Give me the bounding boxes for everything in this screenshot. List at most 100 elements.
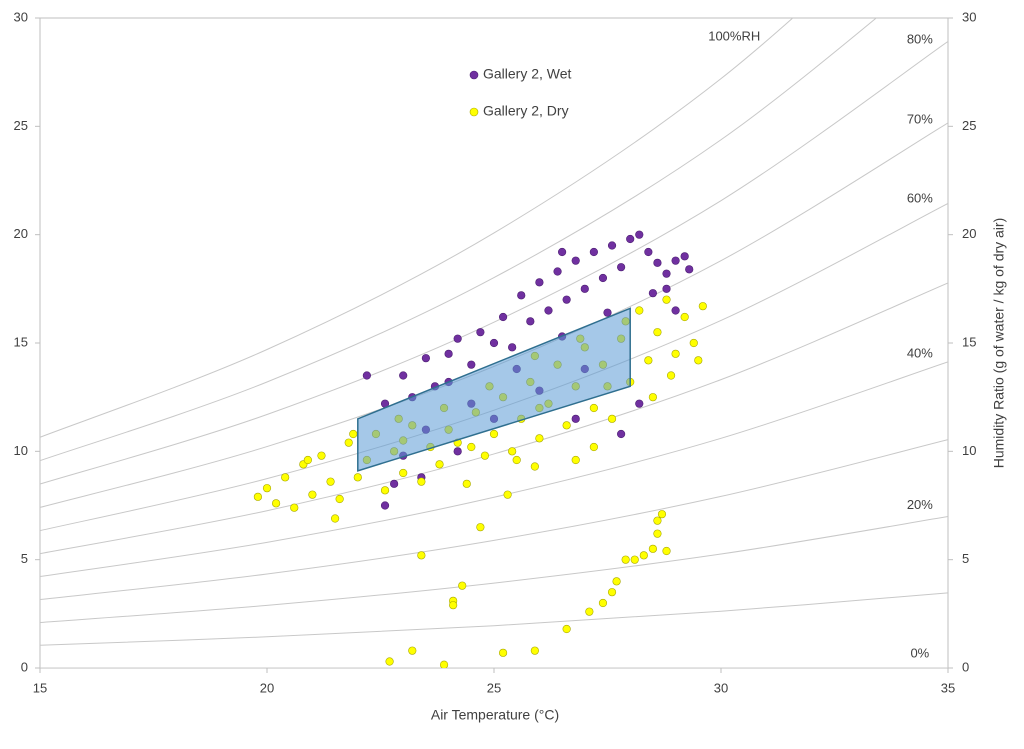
data-point	[680, 312, 689, 322]
rh-label: 20%	[907, 497, 933, 512]
data-point	[462, 479, 471, 488]
data-point	[308, 490, 317, 499]
data-point	[399, 468, 408, 478]
data-point	[648, 393, 658, 402]
data-point	[421, 354, 431, 363]
data-point	[644, 247, 653, 257]
data-point	[530, 646, 539, 655]
data-point	[612, 577, 621, 586]
data-point	[380, 501, 390, 510]
data-point	[362, 371, 371, 380]
rh-curve	[40, 592, 948, 646]
data-point	[666, 371, 676, 380]
data-point	[444, 349, 453, 358]
data-point	[698, 302, 707, 311]
data-point	[489, 429, 499, 439]
comfort-zone	[357, 307, 631, 472]
x-axis-title: Air Temperature (°C)	[431, 707, 559, 723]
rh-label: 60%	[907, 190, 933, 205]
y2-tick-label: 15	[962, 334, 976, 349]
data-point	[526, 317, 535, 326]
data-point	[562, 421, 571, 430]
data-point	[417, 477, 426, 486]
rh-curve	[40, 18, 878, 462]
y-tick-label: 10	[14, 443, 28, 458]
data-point	[508, 447, 517, 456]
data-point	[535, 278, 544, 287]
rh-label: 100%RH	[708, 28, 760, 43]
data-point	[535, 434, 544, 443]
data-point	[617, 263, 626, 272]
data-point	[344, 438, 353, 447]
data-point	[317, 451, 326, 460]
data-point	[262, 484, 272, 493]
data-point	[503, 490, 512, 499]
y2-tick-label: 5	[962, 551, 969, 566]
data-point	[562, 624, 571, 634]
data-point	[449, 601, 458, 610]
rh-curve	[40, 40, 948, 485]
data-point	[607, 588, 617, 597]
data-point	[380, 486, 390, 495]
data-point	[653, 258, 662, 267]
data-point	[508, 343, 517, 352]
data-point	[435, 460, 444, 469]
data-point	[671, 306, 680, 315]
data-point	[607, 414, 617, 423]
data-point	[458, 581, 467, 590]
data-point	[399, 371, 408, 380]
x-tick-label: 25	[487, 680, 501, 695]
data-point	[653, 328, 662, 337]
data-point	[626, 234, 635, 244]
data-point	[585, 607, 594, 616]
data-point	[644, 356, 653, 365]
data-point	[648, 544, 658, 553]
data-point	[290, 503, 299, 512]
data-point	[621, 555, 630, 564]
data-point	[635, 399, 644, 408]
legend-marker	[469, 107, 479, 117]
data-point	[589, 403, 598, 413]
y-tick-label: 20	[14, 226, 28, 241]
data-point	[680, 252, 689, 261]
rh-label: 70%	[907, 111, 933, 126]
y-tick-label: 0	[21, 659, 28, 674]
data-point	[662, 546, 671, 556]
x-tick-label: 15	[33, 680, 47, 695]
data-point	[390, 479, 399, 488]
data-point	[353, 473, 362, 482]
legend-label: Gallery 2, Dry	[483, 103, 569, 119]
data-point	[648, 289, 658, 298]
data-point	[480, 451, 490, 460]
y2-tick-label: 10	[962, 443, 976, 458]
rh-curve	[40, 439, 948, 601]
data-point	[335, 494, 344, 504]
data-point	[630, 555, 639, 564]
y2-tick-label: 25	[962, 118, 976, 133]
y2-tick-label: 0	[962, 659, 969, 674]
data-point	[571, 455, 580, 465]
y2-axis-title: Humidity Ratio (g of water / kg of dry a…	[991, 218, 1007, 469]
rh-curve	[40, 361, 948, 578]
rh-label: 40%	[907, 345, 933, 360]
y-tick-label: 15	[14, 334, 28, 349]
data-point	[653, 529, 662, 538]
data-point	[512, 455, 521, 465]
data-point	[571, 256, 580, 265]
legend-label: Gallery 2, Wet	[483, 66, 572, 82]
data-point	[571, 414, 580, 423]
x-tick-label: 35	[941, 680, 955, 695]
rh-curve	[40, 282, 948, 555]
data-point	[662, 269, 671, 278]
data-point	[589, 247, 598, 257]
data-point	[408, 646, 417, 655]
data-point	[253, 492, 263, 501]
y-tick-label: 5	[21, 551, 28, 566]
data-point	[331, 514, 340, 523]
data-point	[694, 356, 703, 365]
data-point	[271, 499, 281, 508]
legend-marker	[469, 70, 479, 80]
data-point	[530, 462, 539, 471]
data-point	[598, 273, 608, 283]
